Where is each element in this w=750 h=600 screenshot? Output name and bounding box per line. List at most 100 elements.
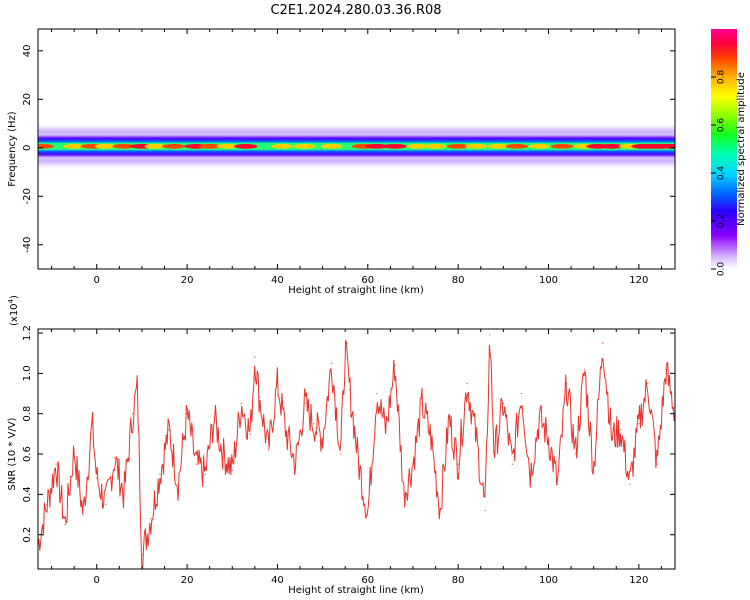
- spectrogram-peak: [550, 143, 574, 149]
- snr-point: [303, 403, 306, 405]
- snr-point: [91, 423, 93, 425]
- snr-point: [665, 368, 667, 370]
- spectrogram-peak: [382, 143, 407, 149]
- snr-point: [254, 356, 256, 358]
- spectrogram-y-tick-label: 0: [22, 145, 33, 151]
- snr-x-tick-label: 100: [539, 575, 558, 586]
- colorbar-tick-label: 0.6: [717, 118, 727, 133]
- snr-point: [349, 388, 351, 391]
- snr-point: [376, 392, 378, 395]
- snr-x-tick-label: 20: [181, 575, 194, 586]
- spectrogram-y-axis-label: Frequency (Hz): [7, 111, 18, 187]
- snr-point: [439, 509, 441, 512]
- snr-point: [611, 437, 613, 439]
- spectrogram-x-tick-label: 60: [361, 275, 374, 286]
- snr-point: [204, 473, 206, 475]
- spectrogram-x-tick-label: 100: [539, 275, 558, 286]
- snr-point: [73, 449, 75, 451]
- snr-point: [367, 513, 369, 516]
- snr-point: [322, 437, 324, 439]
- spectrogram-y-tick-label: -40: [22, 237, 33, 253]
- snr-point: [475, 437, 477, 439]
- snr-multiplier-base: (x10: [9, 303, 20, 326]
- snr-x-tick-label: 40: [271, 575, 284, 586]
- snr-series-line: [38, 339, 675, 569]
- snr-point: [520, 392, 522, 395]
- snr-y-tick-label: 0.4: [22, 486, 33, 502]
- snr-point: [556, 483, 559, 485]
- svg-text:(x104): (x104): [7, 295, 20, 326]
- snr-multiplier-label: (x104): [7, 295, 20, 326]
- snr-point: [46, 503, 48, 506]
- snr-point: [575, 453, 577, 455]
- spectrogram-y-tick-label: -20: [22, 188, 33, 204]
- snr-point: [136, 386, 138, 389]
- spectrogram-peak: [446, 143, 470, 149]
- snr-point: [538, 417, 541, 419]
- snr-point: [159, 473, 161, 475]
- snr-point: [186, 413, 188, 415]
- snr-point: [358, 463, 360, 465]
- snr-point: [132, 413, 134, 415]
- spectrogram-peak: [528, 143, 551, 149]
- snr-point: [529, 473, 532, 475]
- colorbar-gradient: [711, 29, 737, 269]
- spectrogram-peak: [599, 143, 624, 149]
- spectrogram-panel: 0 20 40 60 80 100 120 -40 -20 0 20 40 Height of str…: [7, 28, 676, 296]
- snr-panel: 0 20 40 60 80 100 120 0.2 0.4 0.6 0.8 1.0 1.2 Height…: [7, 295, 676, 596]
- snr-point: [168, 429, 170, 431]
- spectrogram-y-tick-label: 40: [22, 44, 33, 57]
- snr-point: [484, 509, 486, 512]
- snr-point: [213, 417, 215, 419]
- snr-point: [240, 403, 242, 405]
- spectrogram-x-tick-label: 20: [181, 275, 194, 286]
- spectrogram-x-tick-label: 80: [452, 275, 465, 286]
- figure-title: C2E1.2024.280.03.36.R08: [270, 3, 441, 18]
- snr-point: [114, 457, 116, 459]
- snr-point: [123, 493, 125, 495]
- colorbar-tick-label: 0.2: [717, 214, 727, 228]
- spectrogram-x-tick-label: 40: [271, 275, 284, 286]
- spectrogram-peak: [112, 143, 136, 149]
- snr-point: [55, 463, 57, 465]
- snr-point: [421, 403, 423, 405]
- snr-point: [547, 437, 550, 439]
- snr-multiplier-close: ): [9, 295, 20, 299]
- snr-y-tick-label: 1.0: [22, 365, 33, 381]
- snr-point: [629, 483, 631, 485]
- snr-point: [285, 433, 288, 435]
- snr-point: [430, 437, 432, 439]
- spectrogram-peak: [94, 143, 117, 149]
- spectrogram-peak: [487, 143, 510, 149]
- spectrogram-peak: [465, 143, 488, 149]
- snr-point: [344, 348, 346, 350]
- spectrogram-peak: [320, 143, 343, 149]
- snr-point: [593, 469, 595, 471]
- snr-point: [511, 463, 513, 465]
- spectrogram-peak: [406, 143, 429, 149]
- snr-point: [656, 463, 658, 465]
- snr-point: [294, 463, 297, 465]
- snr-point: [64, 524, 66, 526]
- snr-point: [620, 429, 622, 431]
- snr-point: [602, 342, 604, 344]
- snr-point: [457, 463, 459, 465]
- spectrogram-peak: [162, 143, 186, 149]
- snr-point: [258, 396, 260, 399]
- spectrogram-frame: [37, 28, 676, 270]
- spectrogram-peak: [216, 143, 239, 149]
- spectrogram-peak: [365, 143, 389, 149]
- colorbar: 0.0 0.2 0.4 0.6 0.8 Normalized spectral ampl…: [711, 29, 747, 276]
- snr-point: [150, 517, 152, 520]
- colorbar-tick-label: 0.8: [717, 70, 727, 85]
- spectrogram-peak: [293, 143, 316, 149]
- snr-point: [141, 554, 143, 556]
- snr-point: [489, 334, 491, 336]
- snr-x-axis-label: Height of straight line (km): [288, 585, 424, 596]
- snr-point: [312, 423, 315, 425]
- spectrogram-peak: [234, 143, 258, 149]
- colorbar-label: Normalized spectral amplitude: [736, 72, 747, 226]
- snr-x-tick-label: 80: [452, 575, 465, 586]
- spectrogram-peak: [424, 143, 447, 149]
